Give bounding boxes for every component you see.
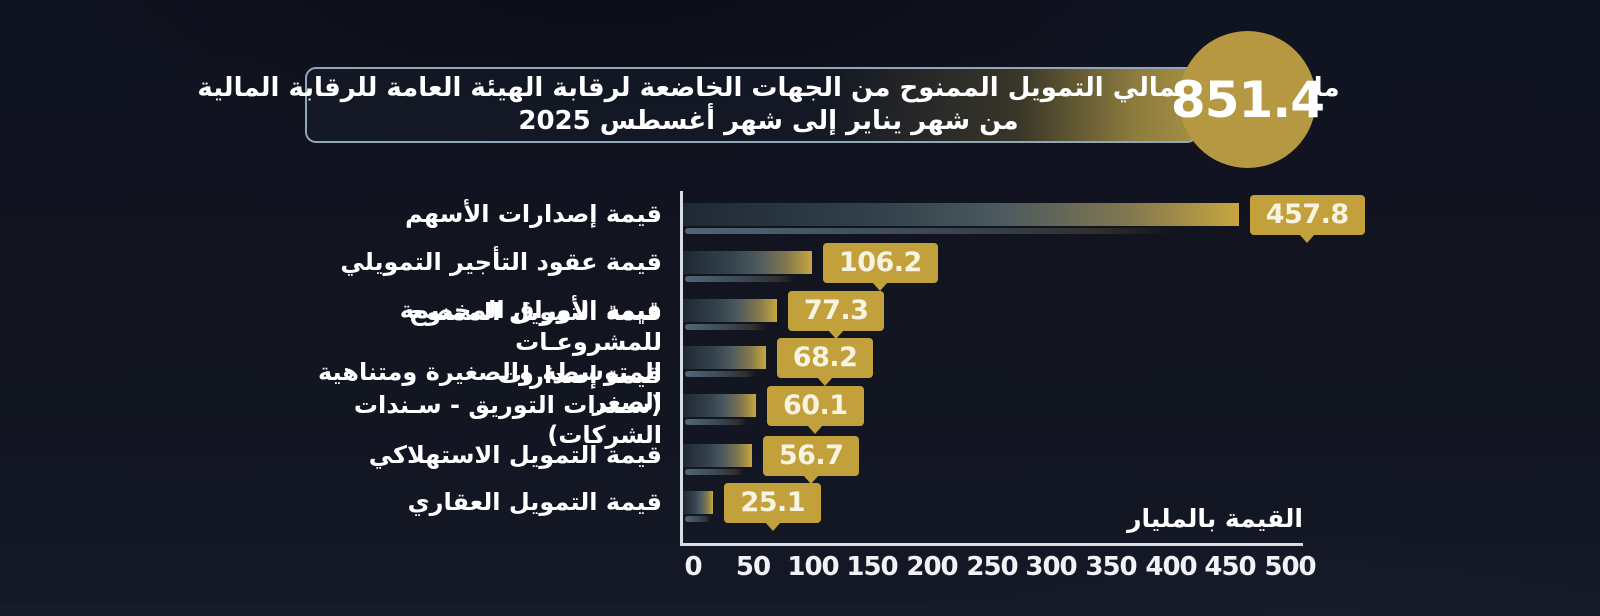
bar-discounted-papers	[683, 299, 777, 330]
value-label: 56.7	[762, 435, 860, 476]
title-line-1: مليار جنيه إجمالي التمويل الممنوح من الج…	[197, 73, 1340, 103]
bar-row: 106.2	[683, 242, 1290, 283]
x-tick: 0	[684, 552, 702, 582]
category-label-mortgage-finance: قيمة التمويل العقاري	[407, 488, 662, 516]
value-label: 106.2	[822, 242, 938, 283]
x-axis-ticks: 0 50 100 150 200 250 300 350 400 450 500	[683, 552, 1316, 586]
x-tick: 150	[846, 552, 898, 582]
bottom-band	[0, 602, 1600, 616]
bar-mortgage-finance	[683, 491, 714, 522]
x-tick: 300	[1025, 552, 1077, 582]
bar-row: 60.1	[683, 385, 1290, 426]
value-label: 68.2	[776, 337, 874, 378]
x-axis-caption: القيمة بالمليار	[1127, 504, 1303, 533]
x-tick: 400	[1145, 552, 1197, 582]
category-label-sme-financing: قيمة التمويل الممنوح للمشروعـات المتوسطة…	[317, 298, 662, 416]
category-label-stock-issuances: قيمة إصدارات الأسهم	[405, 200, 662, 228]
x-tick: 250	[966, 552, 1018, 582]
x-tick: 200	[906, 552, 958, 582]
x-tick: 500	[1264, 552, 1316, 582]
bar-row: 77.3	[683, 290, 1290, 331]
value-label: 457.8	[1249, 194, 1365, 235]
x-tick: 350	[1085, 552, 1137, 582]
total-value-badge: 851.4	[1171, 31, 1325, 168]
bar-sme-financing	[683, 346, 766, 377]
bar-row: 56.7	[683, 435, 1290, 476]
x-tick: 450	[1204, 552, 1256, 582]
plot-area: 457.8 106.2 77.3 68.2 60.1 56.7 25.1	[683, 191, 1365, 543]
bar-row: 25.1	[683, 482, 1290, 523]
x-tick: 50	[735, 552, 771, 582]
bar-row: 68.2	[683, 337, 1290, 378]
value-label: 25.1	[724, 482, 822, 523]
bar-stock-issuances	[683, 203, 1239, 234]
bar-consumer-finance	[683, 444, 752, 475]
bar-leasing-contracts	[683, 251, 812, 282]
title-box: مليار جنيه إجمالي التمويل الممنوح من الج…	[197, 67, 1340, 143]
x-tick: 100	[787, 552, 839, 582]
value-label: 77.3	[787, 290, 885, 331]
category-label-bond-issuances: قيمة إصدارات (سـندات التوريق - سـندات ال…	[353, 361, 662, 449]
x-axis-line	[680, 543, 1303, 546]
title-line-2: من شهر يناير إلى شهر أغسطس 2025	[518, 106, 1019, 136]
y-axis-line	[680, 191, 683, 546]
category-label-consumer-finance: قيمة التمويل الاستهلاكي	[368, 441, 662, 469]
category-label-leasing-contracts: قيمة عقود التأجير التمويلي	[340, 248, 662, 276]
category-labels: قيمة إصدارات الأسهم قيمة عقود التأجير ال…	[272, 191, 662, 543]
total-value: 851.4	[1170, 70, 1325, 129]
bar-bond-issuances	[683, 394, 756, 425]
value-label: 60.1	[766, 385, 864, 426]
category-label-discounted-papers: قيمة الأوراق المخصمة	[399, 296, 662, 324]
bar-row: 457.8	[683, 194, 1365, 235]
